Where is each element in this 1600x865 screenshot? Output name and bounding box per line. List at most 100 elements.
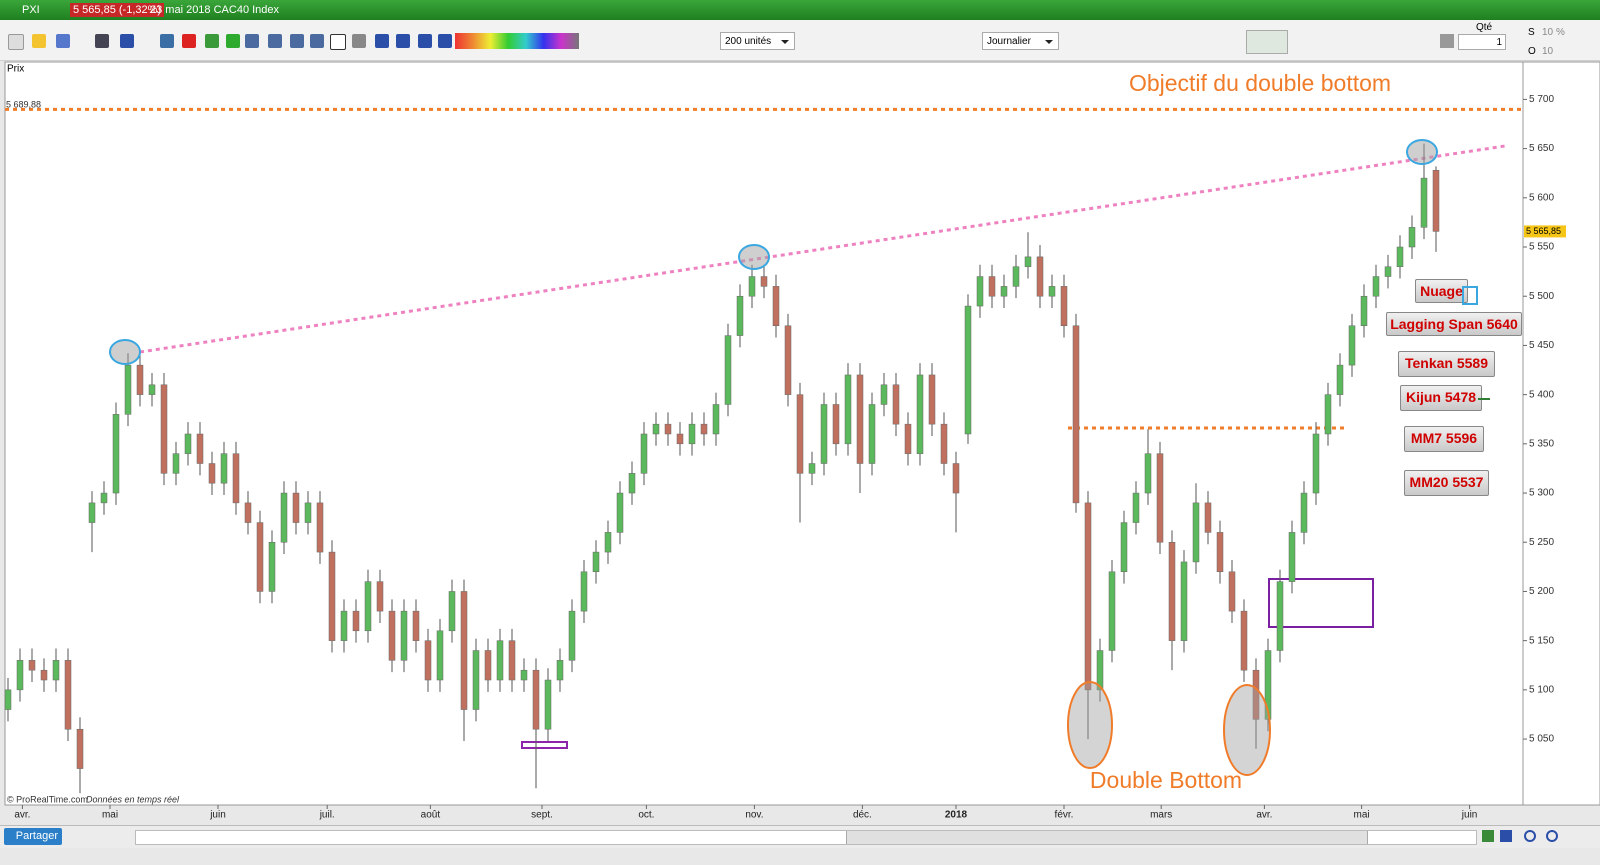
candle-body <box>1420 177 1428 228</box>
zoom-button[interactable] <box>1500 830 1512 842</box>
candle-body <box>1132 492 1140 523</box>
indicator-label[interactable]: Lagging Span 5640 <box>1386 312 1522 336</box>
y-tick-label: 5 650 <box>1529 143 1554 154</box>
tool-button[interactable] <box>375 34 389 48</box>
candle-body <box>568 610 576 661</box>
tool-button[interactable] <box>160 34 174 48</box>
candle-body <box>448 591 456 632</box>
x-tick-label: mai <box>1354 810 1370 821</box>
candle-body <box>712 404 720 435</box>
candle-body <box>436 630 444 681</box>
tool-button[interactable] <box>226 34 240 48</box>
candle-body <box>1288 532 1296 582</box>
candle-body <box>1120 522 1128 573</box>
zoom-out[interactable] <box>1524 830 1536 842</box>
indicator-swatch <box>1478 398 1490 400</box>
tool-button[interactable] <box>245 34 259 48</box>
tool-button[interactable] <box>56 34 70 48</box>
tool-button[interactable] <box>396 34 410 48</box>
candle-body <box>220 453 228 484</box>
candle-body <box>16 660 24 691</box>
candle-body <box>1060 286 1068 326</box>
candle-body <box>412 610 420 641</box>
indicator-label[interactable]: MM7 5596 <box>1404 426 1484 452</box>
candle-body <box>1024 256 1032 267</box>
scrollbar[interactable] <box>135 830 1477 845</box>
candle-body <box>280 492 288 543</box>
indicator-label[interactable]: Tenkan 5589 <box>1398 351 1495 377</box>
chart-type-button[interactable] <box>1246 30 1288 54</box>
candle-body <box>544 679 552 730</box>
tool-button[interactable] <box>290 34 304 48</box>
x-tick-label: déc. <box>853 810 872 821</box>
last-price-tag <box>1524 225 1566 238</box>
indicator-label[interactable]: Nuage <box>1415 279 1468 303</box>
tool-button[interactable] <box>95 34 109 48</box>
trend-line <box>139 144 1506 354</box>
units-select[interactable]: 200 unités <box>720 32 795 50</box>
candle-body <box>868 404 876 464</box>
y-tick-label: 5 050 <box>1529 734 1554 745</box>
tool-button[interactable] <box>438 34 452 48</box>
share-button[interactable]: Partager <box>4 828 62 845</box>
candle-body <box>952 463 960 494</box>
tool-button[interactable] <box>310 34 324 48</box>
candle-body <box>784 325 792 395</box>
candle-body <box>160 384 168 474</box>
x-tick-label: févr. <box>1055 810 1074 821</box>
tool-button[interactable] <box>8 34 24 50</box>
symbol: PXI <box>22 4 40 16</box>
tool-button[interactable] <box>205 34 219 48</box>
candle-body <box>1300 492 1308 533</box>
candle-body <box>208 463 216 484</box>
x-tick-label: mai <box>102 810 118 821</box>
footer: Partager <box>0 825 1600 848</box>
candle-body <box>688 423 696 445</box>
x-tick-label: sept. <box>531 810 553 821</box>
candle-body <box>1360 295 1368 326</box>
period-select[interactable]: Journalier <box>982 32 1059 50</box>
tool-button[interactable] <box>418 34 432 48</box>
candle-body <box>508 640 516 681</box>
tool-button[interactable] <box>182 34 196 48</box>
qty-input[interactable]: 1 <box>1458 34 1506 50</box>
color-palette[interactable] <box>455 33 579 49</box>
indicator-swatch <box>1462 286 1478 305</box>
candle-body <box>652 423 660 435</box>
tool-button[interactable] <box>352 34 366 48</box>
settings-button[interactable] <box>1440 34 1454 48</box>
percent: % <box>1556 27 1565 38</box>
y-tick-label: 5 700 <box>1529 94 1554 105</box>
candle-body <box>928 374 936 425</box>
tool-button[interactable] <box>120 34 134 48</box>
zoom-button[interactable] <box>1482 830 1494 842</box>
realtime-note: Données en temps réel <box>86 794 180 804</box>
candle-body <box>904 423 912 454</box>
tool-button[interactable] <box>268 34 282 48</box>
zoom-in[interactable] <box>1546 830 1558 842</box>
rectangle <box>521 741 568 749</box>
y-tick-label: 5 400 <box>1529 389 1554 400</box>
tool-button[interactable] <box>330 34 346 50</box>
scroll-thumb[interactable] <box>846 831 1368 844</box>
candle-body <box>1192 502 1200 563</box>
indicator-label[interactable]: Kijun 5478 <box>1400 385 1482 411</box>
y-tick-label: 5 150 <box>1529 635 1554 646</box>
chart: Prix Objectif du double bottom Double Bo… <box>4 61 1600 821</box>
candle-body <box>400 610 408 661</box>
indicator-text: MM20 5537 <box>1409 474 1484 490</box>
y-tick-label: 5 550 <box>1529 242 1554 253</box>
rectangle <box>1268 578 1374 628</box>
price-axis <box>1522 61 1600 806</box>
tool-button[interactable] <box>32 34 46 48</box>
candle-body <box>1348 325 1356 366</box>
indicator-label[interactable]: MM20 5537 <box>1404 470 1489 496</box>
candle-body <box>484 650 492 681</box>
candle-body <box>736 295 744 336</box>
x-tick-label: août <box>421 810 441 821</box>
candle-body <box>892 384 900 425</box>
candle-body <box>1036 256 1044 297</box>
candle-body <box>976 276 984 307</box>
candle-body <box>124 364 132 415</box>
objective-label: 5 689,88 <box>6 100 41 110</box>
